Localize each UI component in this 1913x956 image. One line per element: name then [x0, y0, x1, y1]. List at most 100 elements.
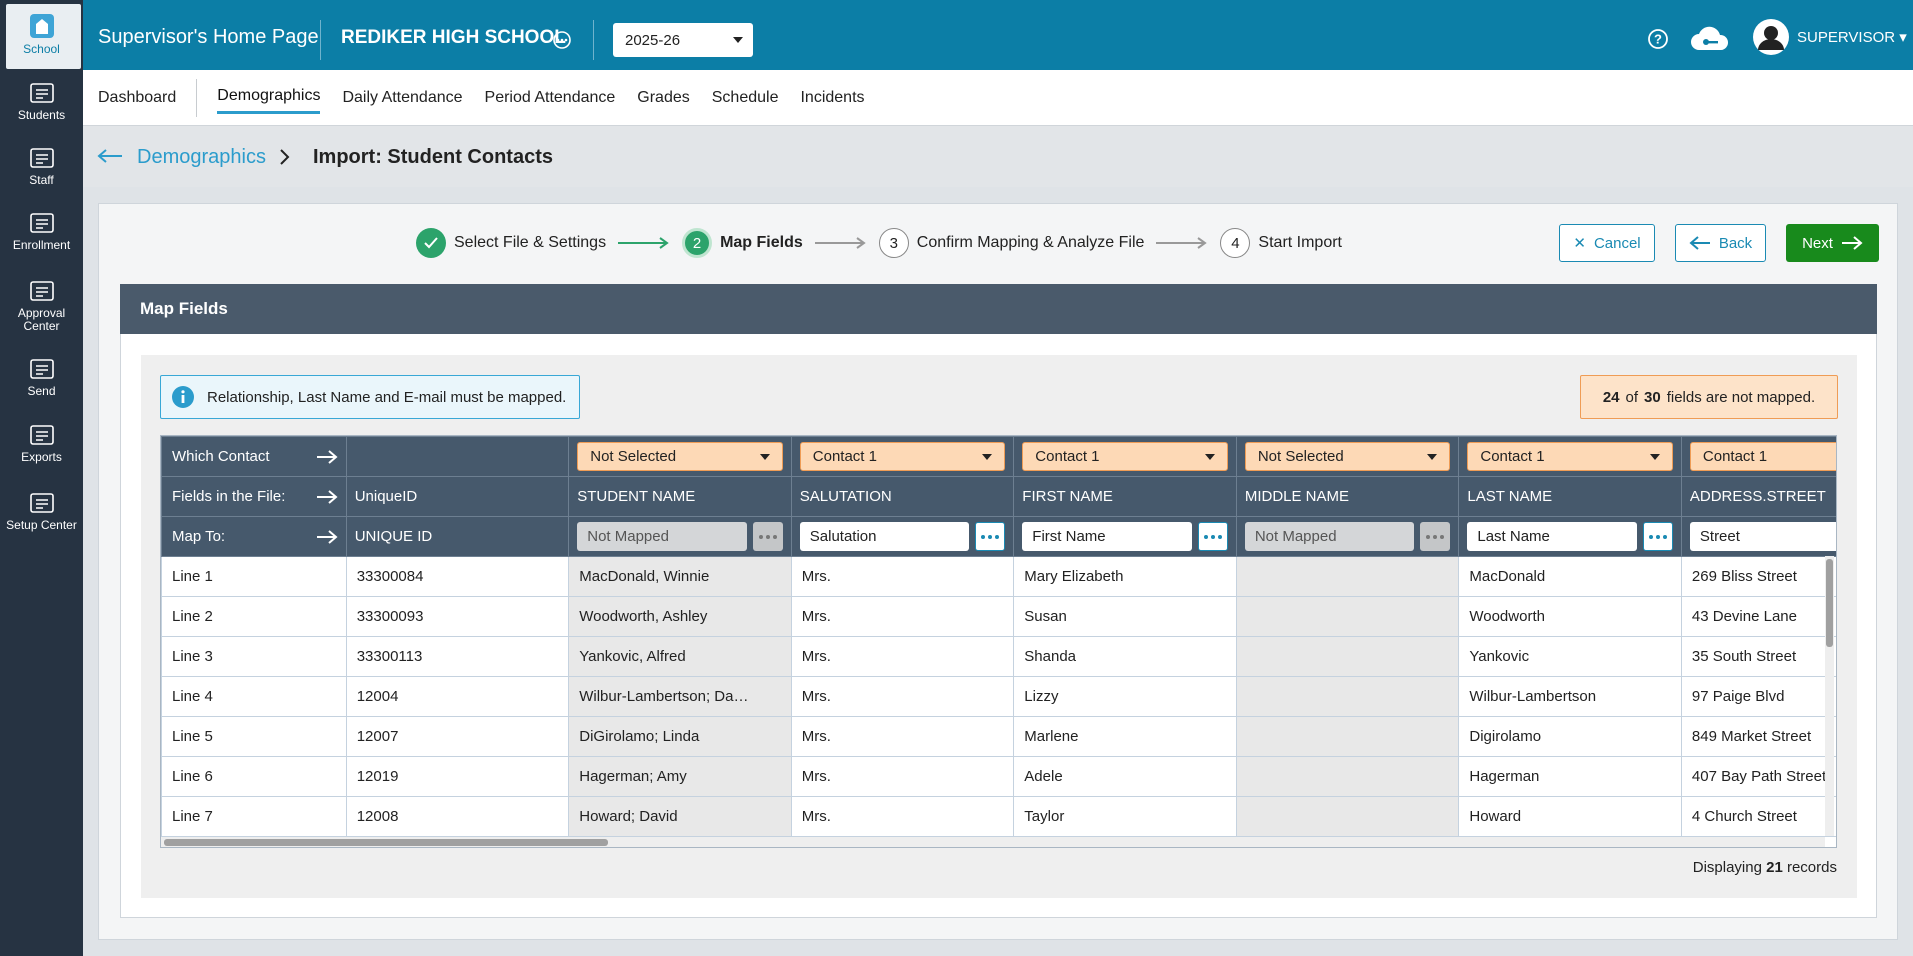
nav-tab[interactable]: Demographics	[217, 81, 321, 114]
cell-text: 43 Devine Lane	[1691, 608, 1797, 625]
cell-text: Mrs.	[801, 568, 831, 585]
data-cell: 269 Bliss Street	[1680, 556, 1836, 597]
data-cell: Howard	[1458, 796, 1682, 837]
sidebar-item[interactable]: Approval Center	[0, 278, 83, 333]
data-cell: Mrs.	[790, 716, 1015, 757]
step-number: 3	[889, 234, 898, 252]
sidebar-item[interactable]: Enrollment	[0, 210, 83, 252]
map-to-field[interactable]: Salutation	[799, 522, 970, 551]
contact-select[interactable]: Not Selected	[1244, 442, 1451, 471]
user-menu[interactable]: SUPERVISOR ▾	[1797, 29, 1907, 46]
cell-text: 12007	[356, 728, 399, 745]
nav-tab[interactable]: Dashboard	[98, 88, 177, 106]
sidebar-item[interactable]: Staff	[0, 145, 83, 187]
sidebar-item[interactable]: Exports	[0, 422, 83, 464]
contact-select[interactable]: Contact 1	[1022, 442, 1228, 471]
map-to-options[interactable]	[752, 522, 783, 551]
data-cell: Susan	[1013, 596, 1237, 637]
cell-text: 849 Market Street	[1691, 728, 1812, 745]
data-cell: Lizzy	[1013, 676, 1237, 717]
contact-select[interactable]: Not Selected	[577, 442, 783, 471]
sidebar-label: Approval Center	[17, 306, 66, 333]
contact-select[interactable]: Contact 1	[1689, 442, 1836, 471]
sidebar-item[interactable]: Setup Center	[0, 490, 83, 532]
nav-tab[interactable]: Grades	[637, 88, 690, 106]
sidebar-item[interactable]: School	[0, 12, 83, 56]
nav-tab[interactable]: Schedule	[711, 88, 779, 106]
map-to-options[interactable]	[1420, 522, 1451, 551]
h-scrollbar[interactable]	[164, 839, 608, 846]
data-cell: 12019	[345, 756, 570, 797]
cancel-button[interactable]: ✕ Cancel	[1559, 224, 1655, 262]
data-cell: Wilbur-Lambertson	[1458, 676, 1682, 717]
file-field: MIDDLE NAME	[1244, 488, 1350, 505]
next-button[interactable]: Next	[1786, 224, 1879, 262]
cell-text: Marlene	[1024, 728, 1079, 745]
cloud-key-icon[interactable]	[1689, 24, 1731, 54]
breadcrumb-parent[interactable]: Demographics	[137, 146, 266, 168]
back-label: Back	[1718, 234, 1753, 252]
school-menu-icon[interactable]	[552, 30, 572, 50]
step-circle	[416, 228, 446, 258]
map-to: Not Mapped	[577, 522, 783, 551]
header-cell: UNIQUE ID	[345, 516, 570, 557]
cell-text: Lizzy	[1024, 688, 1059, 705]
data-cell: MacDonald	[1458, 556, 1682, 597]
back-button[interactable]: Back	[1675, 224, 1766, 262]
map-to-options[interactable]	[975, 522, 1006, 551]
map-to-field[interactable]: Not Mapped	[577, 522, 747, 551]
map-to-field[interactable]: Not Mapped	[1244, 522, 1415, 551]
sidebar-item[interactable]: Students	[0, 80, 83, 122]
unmapped-box: 24 of 30 fields are not mapped.	[1580, 375, 1838, 419]
header-cell: Not Selected	[1235, 436, 1460, 477]
step: Select File & Settings	[416, 228, 606, 258]
map-to: Salutation	[799, 522, 1006, 551]
nav-divider	[196, 78, 198, 117]
header-row: Map To: UNIQUE ID Not Mapped Salutation Firs…	[161, 516, 1836, 557]
header-cell: MIDDLE NAME	[1235, 476, 1460, 517]
sidebar-label: Enrollment	[12, 238, 71, 252]
cell-text: 33300093	[356, 608, 424, 625]
data-row: Line 7 12008 Howard; David Mrs. Taylor Howard…	[161, 796, 1836, 837]
cell-text: Mary Elizabeth	[1024, 568, 1124, 585]
data-cell: Mrs.	[790, 756, 1015, 797]
map-to-field[interactable]: First Name	[1022, 522, 1192, 551]
data-cell: Line 1	[161, 556, 347, 597]
school-name[interactable]: REDIKER HIGH SCHOOL	[341, 27, 566, 48]
unmapped-total: 30	[1644, 388, 1661, 406]
nav-tab[interactable]: Daily Attendance	[342, 88, 463, 106]
panel-header: Map Fields	[120, 284, 1877, 334]
unmapped-of: of	[1625, 388, 1639, 406]
cell-text: Line 7	[172, 808, 213, 825]
cell-text: 33300084	[356, 568, 424, 585]
footer-count: 21	[1766, 859, 1783, 876]
sidebar-item[interactable]: Send	[0, 356, 83, 398]
file-field: UniqueID	[354, 488, 418, 505]
contact-select[interactable]: Contact 1	[1467, 442, 1673, 471]
map-to-options[interactable]	[1197, 522, 1228, 551]
data-cell	[1235, 636, 1460, 677]
nav-tab[interactable]: Incidents	[800, 88, 865, 106]
avatar[interactable]	[1753, 19, 1789, 55]
cell-text: DiGirolamo; Linda	[579, 728, 700, 745]
svg-text:?: ?	[1654, 32, 1662, 47]
year-select[interactable]: 2025-26	[613, 23, 753, 57]
map-to-field[interactable]: Street	[1689, 522, 1836, 551]
data-cell: Line 6	[161, 756, 347, 797]
cancel-label: Cancel	[1593, 234, 1641, 252]
cell-text: 4 Church Street	[1691, 808, 1797, 825]
map-to-options[interactable]	[1642, 522, 1673, 551]
data-cell: Woodworth, Ashley	[568, 596, 792, 637]
v-scrollbar[interactable]	[1826, 559, 1833, 647]
map-to-field[interactable]: Last Name	[1467, 522, 1637, 551]
top-bar: Supervisor's Home Page REDIKER HIGH SCHO…	[83, 0, 1913, 70]
help-icon[interactable]: ?	[1647, 28, 1669, 50]
data-cell: 407 Bay Path Street	[1680, 756, 1836, 797]
data-cell: 12004	[345, 676, 570, 717]
back-arrow[interactable]	[97, 148, 123, 164]
cell-text: Susan	[1024, 608, 1067, 625]
cell-text: 407 Bay Path Street	[1691, 768, 1827, 785]
header-cell: Not Mapped	[568, 516, 792, 557]
contact-select[interactable]: Contact 1	[799, 442, 1006, 471]
nav-tab[interactable]: Period Attendance	[484, 88, 616, 106]
